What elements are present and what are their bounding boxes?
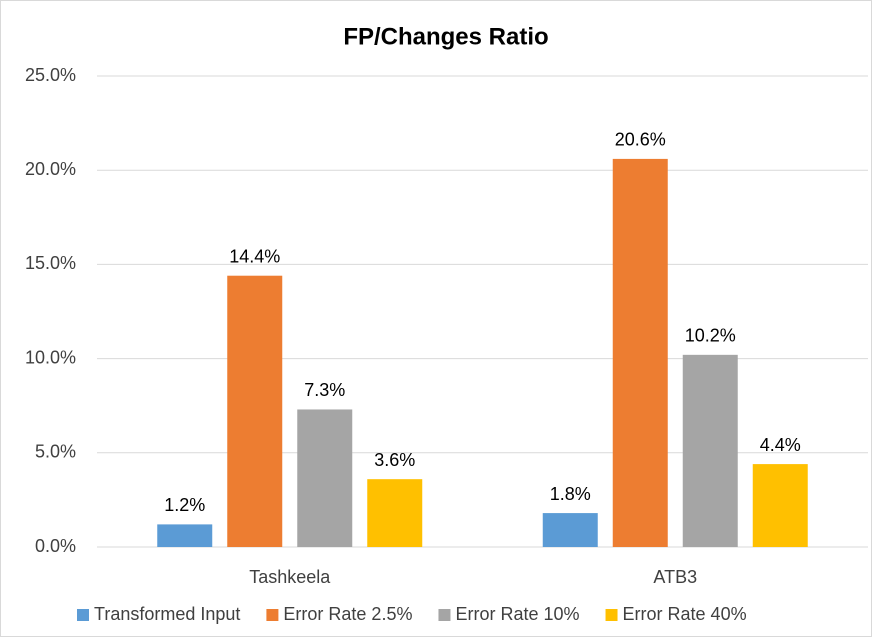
x-tick-label: ATB3	[653, 567, 697, 587]
data-label: 10.2%	[685, 326, 736, 346]
data-label: 14.4%	[229, 246, 280, 266]
bar	[752, 464, 808, 547]
bar	[612, 158, 668, 547]
legend-label: Transformed Input	[94, 604, 240, 624]
bar	[297, 409, 353, 547]
data-label: 4.4%	[760, 435, 801, 455]
data-label: 20.6%	[615, 130, 666, 150]
y-tick-label: 0.0%	[35, 536, 76, 556]
data-label: 1.8%	[550, 484, 591, 504]
y-tick-label: 20.0%	[25, 159, 76, 179]
bar	[682, 354, 738, 547]
y-tick-label: 5.0%	[35, 442, 76, 462]
y-tick-label: 10.0%	[25, 347, 76, 367]
legend-swatch	[266, 609, 279, 621]
bar	[542, 513, 598, 547]
legend-swatch	[438, 609, 451, 621]
legend-label: Error Rate 10%	[455, 604, 579, 624]
legend-swatch	[605, 609, 618, 621]
y-tick-label: 25.0%	[25, 65, 76, 85]
data-label: 7.3%	[304, 380, 345, 400]
legend-label: Error Rate 2.5%	[283, 604, 412, 624]
bar	[227, 275, 283, 547]
bar	[157, 524, 213, 547]
data-label: 1.2%	[164, 495, 205, 515]
x-tick-label: Tashkeela	[249, 567, 331, 587]
bar	[367, 479, 423, 547]
data-label: 3.6%	[374, 450, 415, 470]
chart-title: FP/Changes Ratio	[343, 23, 548, 50]
y-tick-label: 15.0%	[25, 253, 76, 273]
legend-swatch	[77, 609, 89, 621]
legend-label: Error Rate 40%	[623, 604, 747, 624]
